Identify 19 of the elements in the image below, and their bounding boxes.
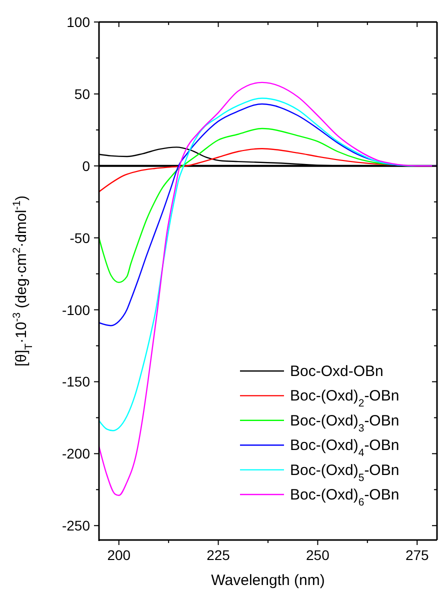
y-tick-label: 100 [66,14,90,30]
x-tick-label: 250 [306,547,330,563]
x-tick-label: 275 [405,547,430,563]
legend-label: Boc-Oxd-OBn [290,363,384,380]
y-tick-label: -150 [62,374,90,390]
y-tick-label: -200 [62,446,90,462]
y-tick-label: 50 [74,86,90,102]
x-tick-label: 200 [107,547,131,563]
legend-label: Boc-(Oxd)$_{3}$-OBn [290,412,400,434]
y-tick-label: -250 [62,518,90,534]
y-tick-label: -100 [62,302,90,318]
x-axis-title: Wavelength (nm) [211,572,325,589]
legend-label: Boc-(Oxd)$_{5}$-OBn [290,462,400,484]
legend-label: Boc-(Oxd)$_{6}$-OBn [290,486,400,508]
legend-label: Boc-(Oxd)$_{4}$-OBn [290,437,400,460]
y-tick-label: -50 [70,230,90,246]
legend-label: Boc-(Oxd)$_{2}$-OBn [290,388,400,410]
x-tick-label: 225 [206,547,230,563]
y-tick-label: 0 [82,158,90,174]
